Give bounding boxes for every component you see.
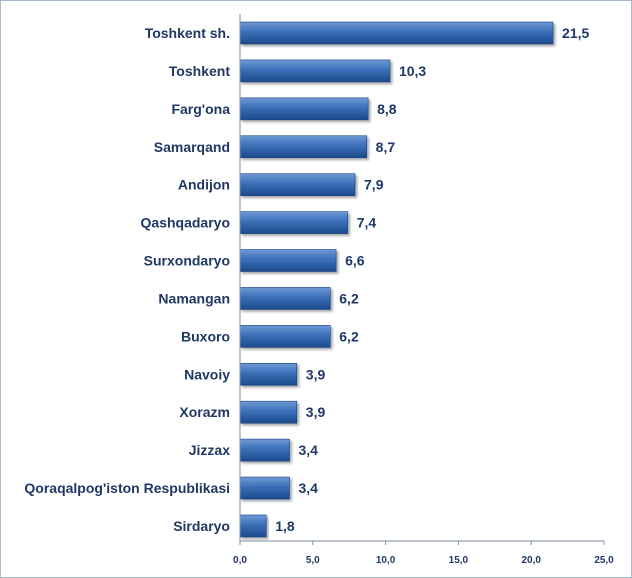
x-tick-label: 5,0 bbox=[306, 555, 320, 566]
bar bbox=[239, 97, 369, 121]
category-label: Surxondaryo bbox=[144, 253, 230, 269]
category-label: Andijon bbox=[178, 177, 230, 193]
data-label: 3,4 bbox=[299, 442, 319, 458]
category-label: Toshkent bbox=[169, 63, 231, 79]
bar bbox=[239, 514, 267, 538]
bar bbox=[239, 135, 367, 159]
data-label: 7,9 bbox=[364, 177, 384, 193]
data-label: 8,7 bbox=[376, 139, 396, 155]
x-tick-label: 10,0 bbox=[376, 555, 396, 566]
data-label: 21,5 bbox=[562, 25, 589, 41]
bar bbox=[239, 173, 356, 196]
bar bbox=[239, 325, 331, 348]
bar bbox=[239, 362, 298, 386]
category-label: Jizzax bbox=[189, 442, 230, 458]
category-label: Sirdaryo bbox=[173, 518, 230, 534]
data-label: 3,9 bbox=[306, 404, 326, 420]
data-label: 7,4 bbox=[357, 215, 377, 231]
data-label: 6,6 bbox=[345, 253, 365, 269]
category-label: Navoiy bbox=[184, 366, 230, 382]
category-label: Farg'ona bbox=[171, 101, 230, 117]
data-label: 3,4 bbox=[299, 480, 319, 496]
bar bbox=[239, 249, 337, 272]
data-label: 10,3 bbox=[399, 63, 426, 79]
data-label: 1,8 bbox=[275, 518, 295, 534]
category-label: Xorazm bbox=[179, 404, 230, 420]
bar bbox=[239, 400, 298, 424]
x-tick-label: 0,0 bbox=[233, 555, 247, 566]
x-tick-label: 25,0 bbox=[594, 555, 614, 566]
category-label: Qoraqalpog'iston Respublikasi bbox=[24, 480, 230, 496]
bar bbox=[239, 438, 290, 462]
x-axis: 0,0 5,0 10,0 15,0 20,0 25,0 bbox=[233, 14, 614, 566]
data-label: 6,2 bbox=[339, 290, 359, 306]
x-tick-label: 20,0 bbox=[521, 555, 541, 566]
category-label: Namangan bbox=[158, 290, 230, 306]
category-label: Toshkent sh. bbox=[145, 25, 230, 41]
bars: Toshkent sh. 21,5 Toshkent 10,3 Farg'ona 8,8 S… bbox=[24, 21, 590, 538]
category-label: Buxoro bbox=[181, 328, 230, 344]
bar bbox=[239, 287, 331, 310]
data-label: 6,2 bbox=[339, 328, 359, 344]
x-tick-label: 15,0 bbox=[449, 555, 469, 566]
bar bbox=[239, 21, 554, 45]
category-label: Samarqand bbox=[154, 139, 230, 155]
data-label: 3,9 bbox=[306, 366, 326, 382]
bar bbox=[239, 59, 391, 83]
data-label: 8,8 bbox=[377, 101, 397, 117]
bar bbox=[239, 211, 349, 234]
bar bbox=[239, 476, 290, 500]
category-label: Qashqadaryo bbox=[141, 215, 230, 231]
